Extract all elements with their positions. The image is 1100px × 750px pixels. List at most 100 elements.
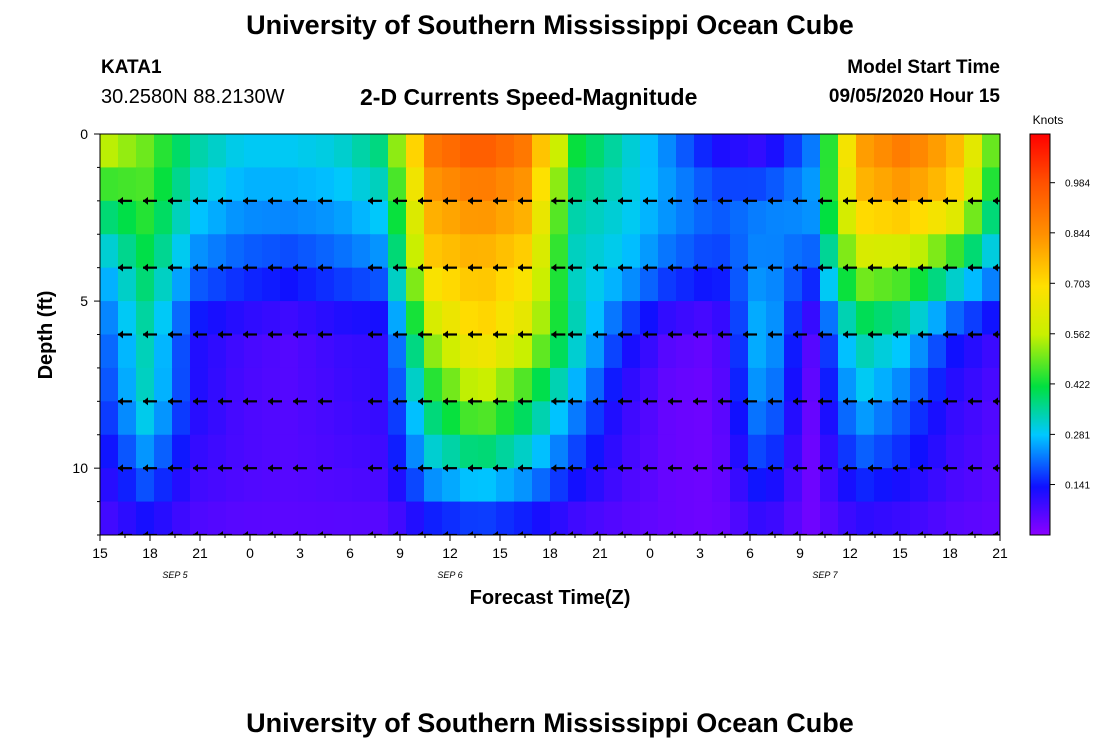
heatmap-cell (424, 267, 443, 302)
current-vector (318, 397, 332, 406)
heatmap-cell (676, 501, 695, 535)
heatmap-cell (460, 334, 479, 369)
heatmap-cell (892, 334, 911, 369)
current-vector (418, 263, 432, 272)
heatmap-cell (946, 367, 965, 402)
heatmap-cell (820, 200, 839, 235)
heatmap-cell (730, 468, 749, 503)
x-tick-label: 9 (796, 545, 804, 561)
current-vector (393, 263, 407, 272)
heatmap-cell (892, 267, 911, 302)
current-vector (193, 263, 207, 272)
heatmap-cell (478, 401, 497, 436)
heatmap-cell (568, 167, 587, 202)
heatmap-cell (136, 134, 155, 169)
heatmap-cell (334, 501, 353, 535)
heatmap-cell (208, 301, 227, 336)
heatmap-cell (262, 434, 281, 469)
current-vectors (118, 196, 1000, 535)
current-vector (293, 330, 307, 339)
heatmap-cell (262, 501, 281, 535)
heatmap-cell (532, 167, 551, 202)
heatmap-cell (532, 200, 551, 235)
heatmap-cell (352, 434, 371, 469)
heatmap-cell (802, 468, 821, 503)
heatmap-cell (262, 267, 281, 302)
heatmap-cell (856, 468, 875, 503)
heatmap-cell (784, 234, 803, 269)
current-vector (168, 263, 182, 272)
heatmap-cell (406, 401, 425, 436)
heatmap-cell (424, 401, 443, 436)
heatmap-cell (100, 134, 119, 169)
heatmap-cell (370, 367, 389, 402)
heatmap-cell (442, 334, 461, 369)
heatmap-cell (352, 301, 371, 336)
heatmap-cell (316, 167, 335, 202)
heatmap-cell (892, 468, 911, 503)
current-vector (418, 464, 432, 473)
heatmap-cell (802, 334, 821, 369)
heatmap-cell (154, 200, 173, 235)
heatmap-cell (388, 334, 407, 369)
heatmap-cell (514, 134, 533, 169)
heatmap-cell (658, 434, 677, 469)
heatmap-cell (622, 401, 641, 436)
heatmap-cell (496, 468, 515, 503)
heatmap-cell (190, 367, 209, 402)
heatmap-cell (280, 468, 299, 503)
heatmap-cell (838, 134, 857, 169)
heatmap-cell (676, 267, 695, 302)
heatmap-cell (676, 367, 695, 402)
heatmap-cell (694, 501, 713, 535)
heatmap-cell (280, 434, 299, 469)
heatmap-cell (442, 301, 461, 336)
heatmap-cell (676, 434, 695, 469)
heatmap-cell (676, 334, 695, 369)
current-vector (918, 263, 932, 272)
current-vector (268, 330, 282, 339)
heatmap-cell (874, 234, 893, 269)
heatmap-cell (964, 334, 983, 369)
heatmap-cell (730, 401, 749, 436)
heatmap-cell (280, 301, 299, 336)
heatmap-cell (676, 134, 695, 169)
heatmap-cell (262, 468, 281, 503)
heatmap-cell (244, 200, 263, 235)
heatmap-cell (874, 301, 893, 336)
heatmap-cell (316, 301, 335, 336)
heatmap-cell (154, 367, 173, 402)
current-vector (993, 531, 1000, 535)
heatmap-cell (568, 501, 587, 535)
heatmap-cell (622, 234, 641, 269)
current-vector (893, 531, 907, 535)
current-vector (968, 464, 982, 473)
current-vector (293, 531, 307, 535)
current-vector (168, 464, 182, 473)
heatmap-cell (964, 234, 983, 269)
heatmap-cell (244, 468, 263, 503)
heatmap-cell (568, 134, 587, 169)
current-vector (568, 196, 582, 205)
heatmap-cell (982, 167, 1000, 202)
current-vector (668, 397, 682, 406)
heatmap-cell (550, 267, 569, 302)
current-vector (843, 330, 857, 339)
heatmap-cell (334, 134, 353, 169)
heatmap-cell (946, 167, 965, 202)
current-vector (568, 263, 582, 272)
heatmap-cell (748, 468, 767, 503)
heatmap-cell (910, 367, 929, 402)
heatmap-cell (874, 367, 893, 402)
heatmap-cell (226, 234, 245, 269)
current-vector (743, 531, 757, 535)
chart-title: University of Southern Mississippi Ocean… (246, 10, 854, 40)
heatmap-cell (118, 468, 137, 503)
heatmap-cell (172, 367, 191, 402)
heatmap-cell (604, 234, 623, 269)
heatmap-cell (640, 434, 659, 469)
current-vector (843, 397, 857, 406)
heatmap-cell (172, 468, 191, 503)
heatmap-cell (676, 234, 695, 269)
heatmap-cell (946, 301, 965, 336)
